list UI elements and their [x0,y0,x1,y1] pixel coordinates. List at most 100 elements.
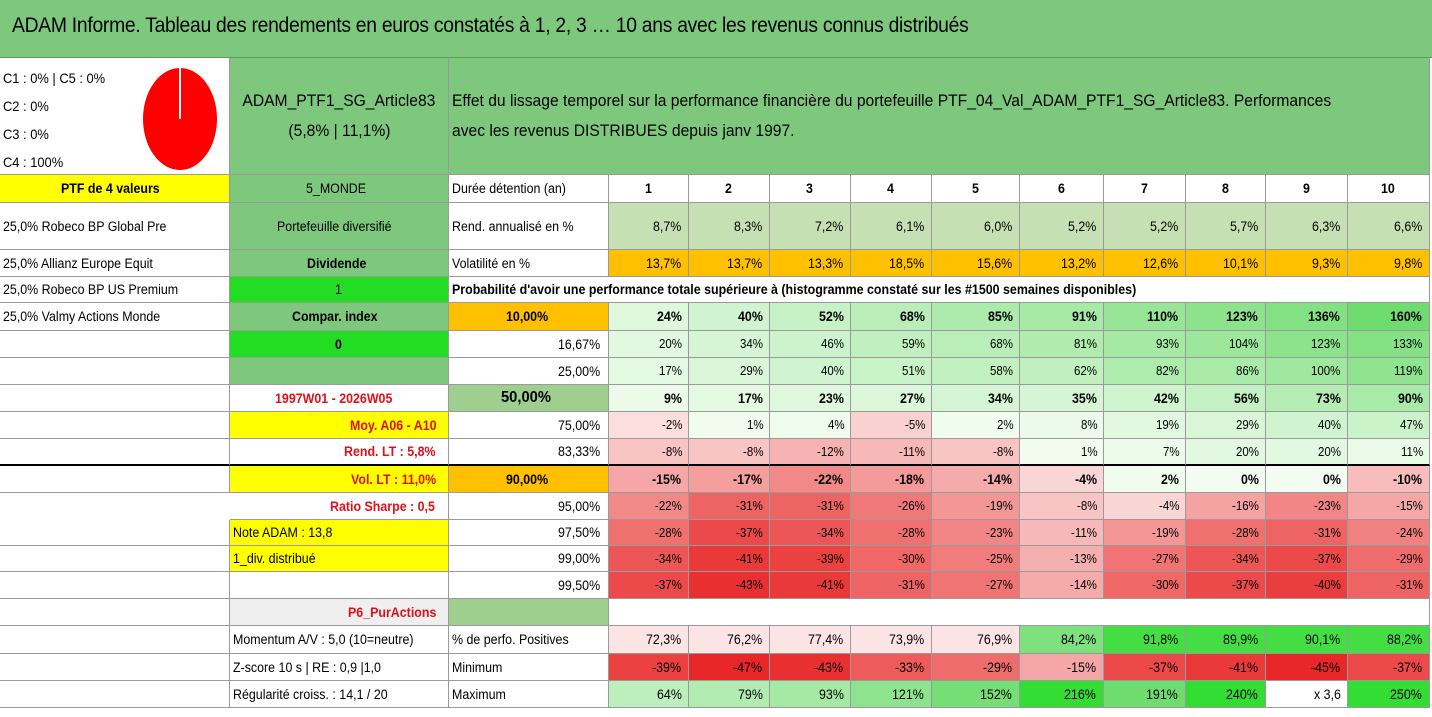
empty-cell [0,520,230,546]
quantile-value-text: 20% [658,337,682,351]
max-value: 191% [1104,681,1186,708]
quantile-value-text: 85% [987,309,1013,324]
quantile-value: 123% [1186,303,1266,331]
quantile-value: 23% [770,385,851,412]
vol-value: 13,7% [689,250,770,277]
vol-value-text: 18,5% [888,255,924,271]
quantile-value: -34% [609,546,689,572]
min-value-text: -47% [733,659,763,675]
vol-value-text: 13,2% [1060,255,1096,271]
quantile-label-text: 83,33% [558,444,601,459]
vol-value-text: 9,3% [1312,255,1341,271]
quantile-value-text: 0% [1323,471,1342,487]
proba-text: Probabilité d'avoir une performance tota… [449,277,1430,303]
dividende-value-text: 1 [335,282,343,297]
quantile-value: 0% [1266,466,1348,493]
quantile-value-text: 20% [1317,444,1341,459]
quantile-value: -31% [770,493,851,520]
quantile-value-text: -8% [992,444,1014,459]
max-value: 216% [1020,681,1104,708]
quantile-value: 136% [1266,303,1348,331]
quantile-value-text: -19% [985,499,1013,513]
duree-label: Durée détention (an) [449,175,609,203]
rend-value: 7,2% [770,203,851,250]
quantile-value: 20% [1266,439,1348,466]
moy-label: Moy. A06 - A10 [230,412,449,439]
max-value-text: 191% [1146,686,1179,702]
min-value-text: -39% [652,659,682,675]
quantile-value: -27% [1104,546,1186,572]
pos-value: 91,8% [1104,626,1186,654]
pos-value: 76,2% [689,626,770,654]
quantile-value-text: -43% [735,578,763,592]
max-value-text: 250% [1390,686,1423,702]
quantile-value-text: -8% [742,444,764,459]
quantile-value: -24% [1348,520,1430,546]
quantile-value-text: -31% [1313,525,1341,540]
min-value-text: -15% [1067,659,1097,675]
quantile-value: -41% [770,572,851,599]
quantile-value: -37% [609,572,689,599]
quantile-value-text: -39% [816,551,844,566]
empty-cell [0,331,230,358]
rend-value-text: 6,6% [1394,218,1423,234]
quantile-value-text: 42% [1153,390,1179,406]
quantile-value: 29% [689,358,770,385]
quantile-value-text: 24% [656,309,682,324]
quantile-value: -18% [851,466,932,493]
max-value: x 3,6 [1266,681,1348,708]
empty-cell [0,439,230,466]
rend-value: 6,3% [1266,203,1348,250]
quantile-value: -14% [1020,572,1104,599]
quantile-value: -8% [609,439,689,466]
quantile-value-text: 104% [1229,337,1259,351]
quantile-value: 34% [932,385,1020,412]
quantile-value: 86% [1186,358,1266,385]
quantile-value-text: 82% [1155,364,1179,378]
pos-value-text: 88,2% [1386,632,1422,647]
year-header: 1 [609,175,689,203]
quantile-value-text: -28% [1231,525,1259,540]
title-bar: ADAM Informe. Tableau des rendements en … [0,0,1432,58]
max-value-text: 240% [1226,686,1259,702]
empty-cell [230,572,449,599]
rend-value-text: 8,3% [734,218,763,234]
quantile-value-text: -27% [985,578,1013,592]
allocation-block: C1 : 0% | C5 : 0% C2 : 0% C3 : 0% C4 : 100% [0,58,230,175]
quantile-value: -14% [932,466,1020,493]
quantile-value-text: -16% [1231,499,1259,513]
div-label: 1_div. distribué [230,546,449,572]
year-header: 10 [1348,175,1430,203]
quantile-value: 62% [1020,358,1104,385]
rend-value-text: 6,3% [1312,218,1341,234]
quantile-value: 56% [1186,385,1266,412]
max-value-text: 93% [818,686,844,702]
quantile-value: -28% [851,520,932,546]
proba-text-text: Probabilité d'avoir une performance tota… [452,282,1137,297]
quantile-value: -28% [609,520,689,546]
pos-value-text: 90,1% [1304,632,1340,647]
quantile-value-text: -30% [897,551,925,566]
report-title: ADAM Informe. Tableau des rendements en … [12,14,969,37]
div-label-text: 1_div. distribué [233,551,316,566]
quantile-value-text: 20% [1235,444,1259,459]
quantile-value-text: -34% [654,551,682,566]
year-header-text: 3 [806,181,814,196]
quantile-value-text: -28% [897,525,925,540]
quantile-value: 11% [1348,439,1430,466]
quantile-value-text: -22% [814,471,844,487]
vol-lt-label-text: Vol. LT : 11,0% [351,471,437,487]
quantile-value: 104% [1186,331,1266,358]
min-value-text: -37% [1393,659,1423,675]
vol-value: 13,3% [770,250,851,277]
quantile-value: 8% [1020,412,1104,439]
rend-lt-label: Rend. LT : 5,8% [230,439,449,466]
pos-value-text: 89,9% [1222,632,1258,647]
quantile-value-text: -37% [1313,551,1341,566]
quantile-value: -28% [1186,520,1266,546]
quantile-value: -15% [609,466,689,493]
pos-value: 76,9% [932,626,1020,654]
quantile-value-text: 160% [1390,309,1423,324]
quantile-value-text: 46% [820,337,844,351]
